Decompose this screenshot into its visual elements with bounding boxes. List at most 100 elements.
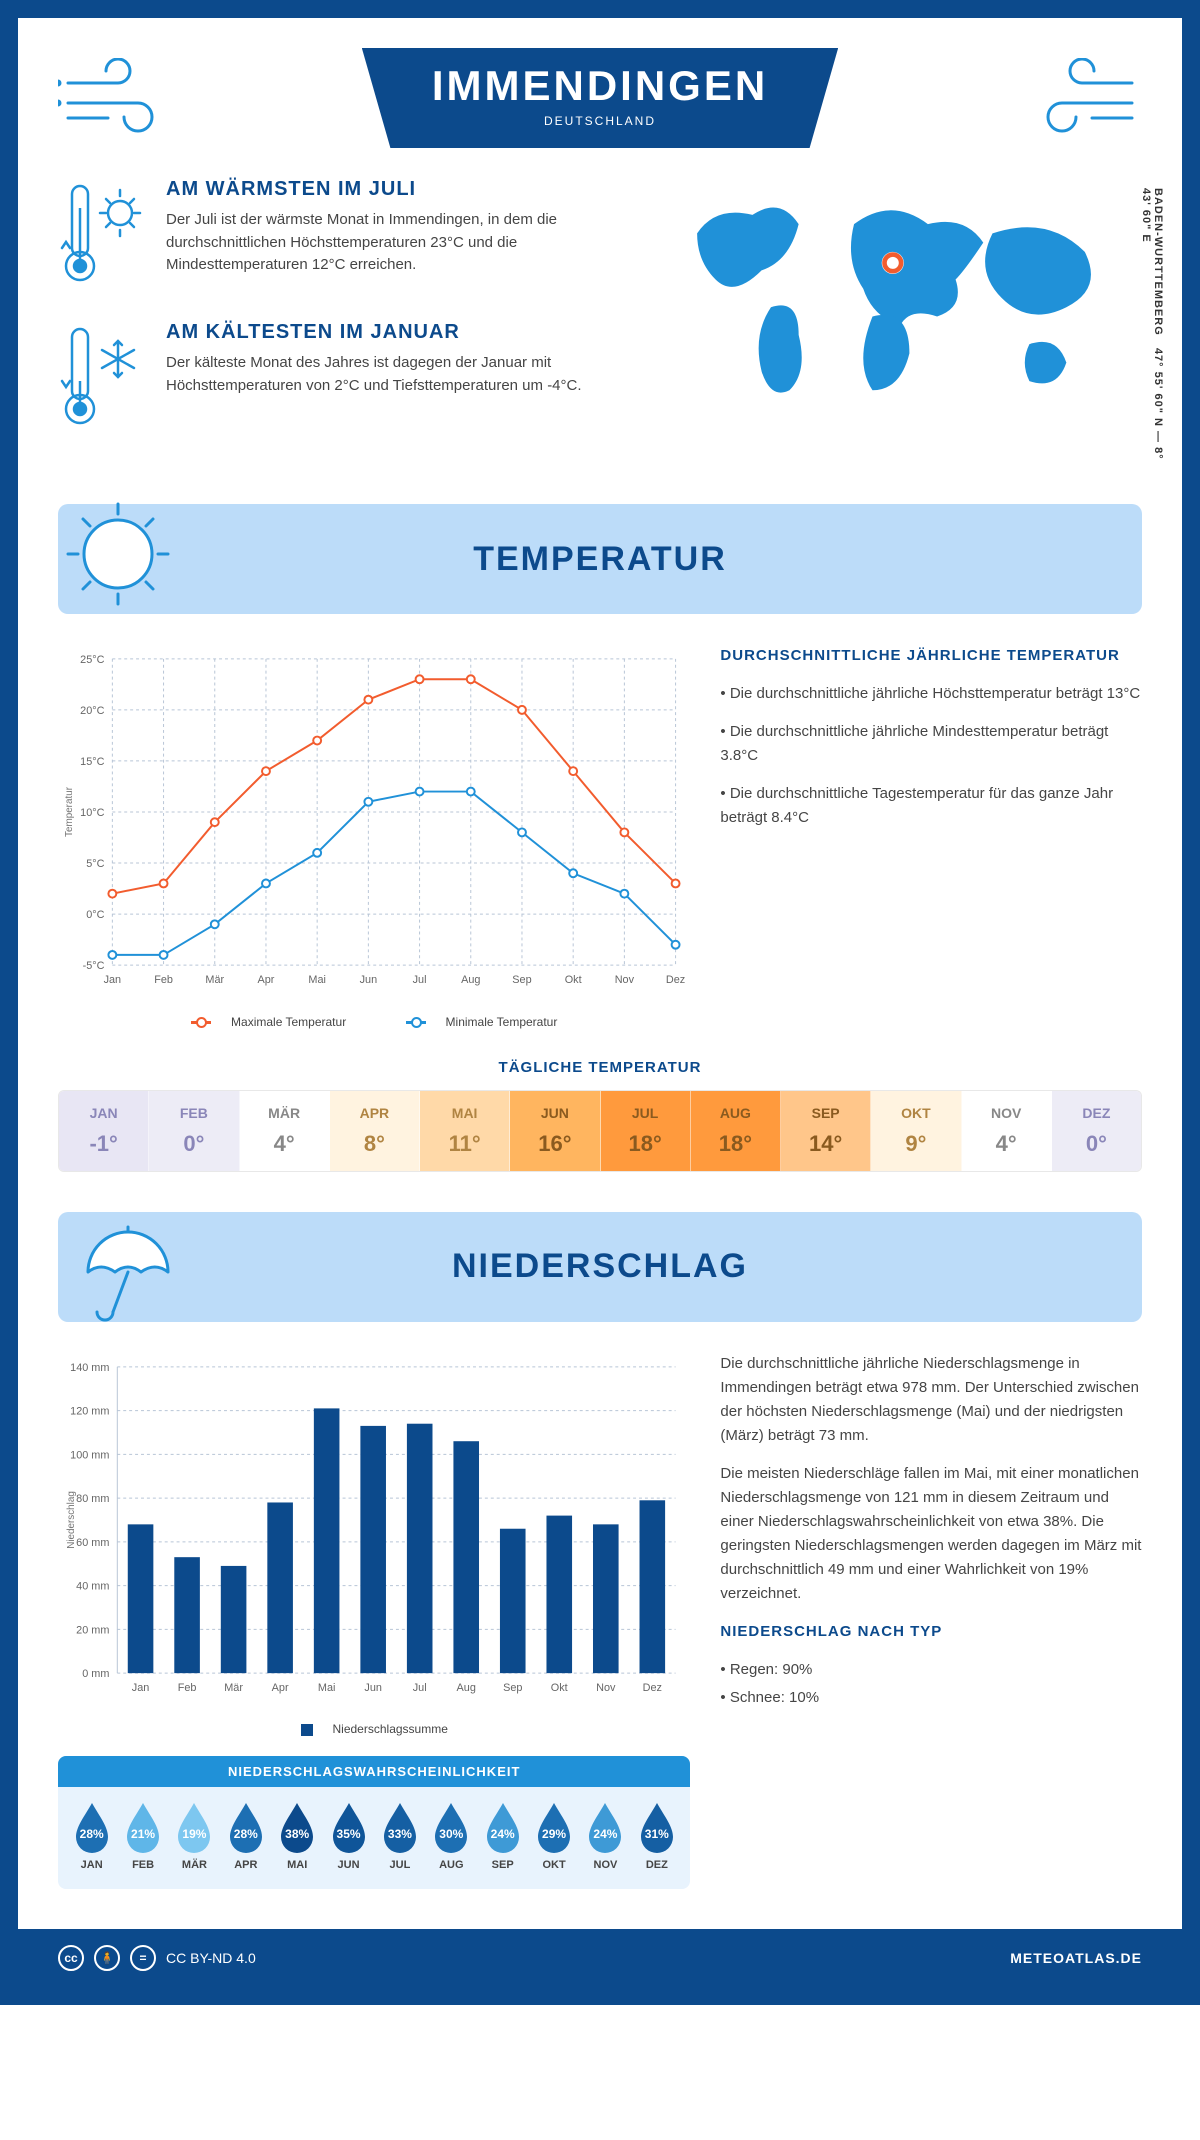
probability-cell: 35% JUN <box>323 1801 374 1871</box>
probability-cell: 31% DEZ <box>631 1801 682 1871</box>
daily-cell: FEB0° <box>149 1091 239 1171</box>
world-map: BADEN-WURTTEMBERG 47° 55' 60" N — 8° 43'… <box>640 178 1142 464</box>
daily-cell: MAI11° <box>420 1091 510 1171</box>
svg-text:60 mm: 60 mm <box>76 1537 109 1549</box>
svg-text:15°C: 15°C <box>80 756 104 768</box>
svg-text:120 mm: 120 mm <box>70 1405 109 1417</box>
raindrop-icon: 31% <box>637 1801 677 1853</box>
temperature-title: TEMPERATUR <box>198 540 1002 579</box>
sun-icon <box>58 504 198 614</box>
svg-text:80 mm: 80 mm <box>76 1493 109 1505</box>
footer: cc 🧍 = CC BY-ND 4.0 METEOATLAS.DE <box>18 1929 1182 1987</box>
site-name: METEOATLAS.DE <box>1010 1950 1142 1966</box>
svg-text:Okt: Okt <box>551 1682 568 1694</box>
temperature-legend: .sw[style*='f25c2e']::after{border-color… <box>58 1015 690 1029</box>
license: cc 🧍 = CC BY-ND 4.0 <box>58 1945 256 1971</box>
coldest-title: AM KÄLTESTEN IM JANUAR <box>166 321 586 344</box>
svg-text:20°C: 20°C <box>80 705 104 717</box>
cc-icon: cc <box>58 1945 84 1971</box>
svg-text:Feb: Feb <box>178 1682 197 1694</box>
svg-text:Mai: Mai <box>308 974 326 986</box>
daily-cell: DEZ0° <box>1052 1091 1141 1171</box>
raindrop-icon: 28% <box>72 1801 112 1853</box>
probability-cell: 33% JUL <box>374 1801 425 1871</box>
svg-text:Mär: Mär <box>224 1682 243 1694</box>
raindrop-icon: 24% <box>483 1801 523 1853</box>
svg-text:20 mm: 20 mm <box>76 1624 109 1636</box>
svg-text:Aug: Aug <box>457 1682 476 1694</box>
daily-temp-title: TÄGLICHE TEMPERATUR <box>58 1059 1142 1076</box>
probability-cell: 24% NOV <box>580 1801 631 1871</box>
svg-text:Sep: Sep <box>503 1682 522 1694</box>
warmest-text: Der Juli ist der wärmste Monat in Immend… <box>166 209 586 277</box>
svg-text:Apr: Apr <box>258 974 275 986</box>
raindrop-icon: 24% <box>585 1801 625 1853</box>
daily-cell: OKT9° <box>871 1091 961 1171</box>
svg-text:Apr: Apr <box>272 1682 289 1694</box>
coordinates: BADEN-WURTTEMBERG 47° 55' 60" N — 8° 43'… <box>1140 188 1164 464</box>
probability-cell: 28% APR <box>220 1801 271 1871</box>
probability-cell: 29% OKT <box>528 1801 579 1871</box>
precipitation-legend: Niederschlagssumme <box>58 1722 690 1736</box>
coldest-text: Der kälteste Monat des Jahres ist dagege… <box>166 352 586 397</box>
svg-text:Temperatur: Temperatur <box>64 786 75 837</box>
raindrop-icon: 38% <box>277 1801 317 1853</box>
daily-cell: APR8° <box>330 1091 420 1171</box>
probability-cell: 21% FEB <box>117 1801 168 1871</box>
probability-cell: 24% SEP <box>477 1801 528 1871</box>
probability-cell: 38% MAI <box>272 1801 323 1871</box>
svg-text:0°C: 0°C <box>86 909 104 921</box>
wind-icon <box>58 58 178 143</box>
precipitation-probability-box: NIEDERSCHLAGSWAHRSCHEINLICHKEIT 28% JAN … <box>58 1756 690 1889</box>
probability-cell: 19% MÄR <box>169 1801 220 1871</box>
svg-text:Dez: Dez <box>666 974 685 986</box>
daily-cell: NOV4° <box>962 1091 1052 1171</box>
svg-text:Mai: Mai <box>318 1682 336 1694</box>
svg-text:Niederschlag: Niederschlag <box>66 1491 77 1549</box>
svg-text:10°C: 10°C <box>80 807 104 819</box>
daily-cell: JUN16° <box>510 1091 600 1171</box>
umbrella-icon <box>58 1212 198 1322</box>
probability-cell: 28% JAN <box>66 1801 117 1871</box>
svg-text:100 mm: 100 mm <box>70 1449 109 1461</box>
country-subtitle: DEUTSCHLAND <box>432 114 768 128</box>
precipitation-title: NIEDERSCHLAG <box>198 1247 1002 1286</box>
daily-cell: SEP14° <box>781 1091 871 1171</box>
precipitation-text: Die durchschnittliche jährliche Niedersc… <box>720 1352 1142 1890</box>
raindrop-icon: 19% <box>174 1801 214 1853</box>
daily-cell: AUG18° <box>691 1091 781 1171</box>
svg-text:Jan: Jan <box>104 974 122 986</box>
raindrop-icon: 21% <box>123 1801 163 1853</box>
thermometer-sun-icon <box>58 178 148 293</box>
wind-icon <box>1022 58 1142 143</box>
by-icon: 🧍 <box>94 1945 120 1971</box>
svg-text:140 mm: 140 mm <box>70 1361 109 1373</box>
raindrop-icon: 28% <box>226 1801 266 1853</box>
warmest-fact: AM WÄRMSTEN IM JULI Der Juli ist der wär… <box>58 178 610 293</box>
svg-text:Jan: Jan <box>132 1682 150 1694</box>
temperature-line-chart: -5°C0°C5°C10°C15°C20°C25°CJanFebMärAprMa… <box>58 644 690 1000</box>
svg-text:25°C: 25°C <box>80 654 104 666</box>
svg-text:Nov: Nov <box>615 974 635 986</box>
title-banner: IMMENDINGEN DEUTSCHLAND <box>362 48 838 148</box>
daily-cell: JAN-1° <box>59 1091 149 1171</box>
precipitation-bar-chart: 0 mm20 mm40 mm60 mm80 mm100 mm120 mm140 … <box>58 1352 690 1708</box>
raindrop-icon: 35% <box>329 1801 369 1853</box>
svg-text:5°C: 5°C <box>86 858 104 870</box>
probability-cell: 30% AUG <box>426 1801 477 1871</box>
svg-text:Aug: Aug <box>461 974 480 986</box>
daily-temperature-grid: JAN-1°FEB0°MÄR4°APR8°MAI11°JUN16°JUL18°A… <box>58 1090 1142 1172</box>
svg-text:0 mm: 0 mm <box>82 1668 109 1680</box>
svg-text:Jul: Jul <box>413 974 427 986</box>
raindrop-icon: 29% <box>534 1801 574 1853</box>
temperature-annual-text: DURCHSCHNITTLICHE JÄHRLICHE TEMPERATUR •… <box>720 644 1142 1029</box>
svg-text:Jun: Jun <box>360 974 378 986</box>
svg-text:Dez: Dez <box>643 1682 662 1694</box>
svg-text:Nov: Nov <box>596 1682 616 1694</box>
raindrop-icon: 33% <box>380 1801 420 1853</box>
coldest-fact: AM KÄLTESTEN IM JANUAR Der kälteste Mona… <box>58 321 610 436</box>
header: IMMENDINGEN DEUTSCHLAND <box>58 48 1142 148</box>
raindrop-icon: 30% <box>431 1801 471 1853</box>
nd-icon: = <box>130 1945 156 1971</box>
svg-text:Mär: Mär <box>205 974 224 986</box>
